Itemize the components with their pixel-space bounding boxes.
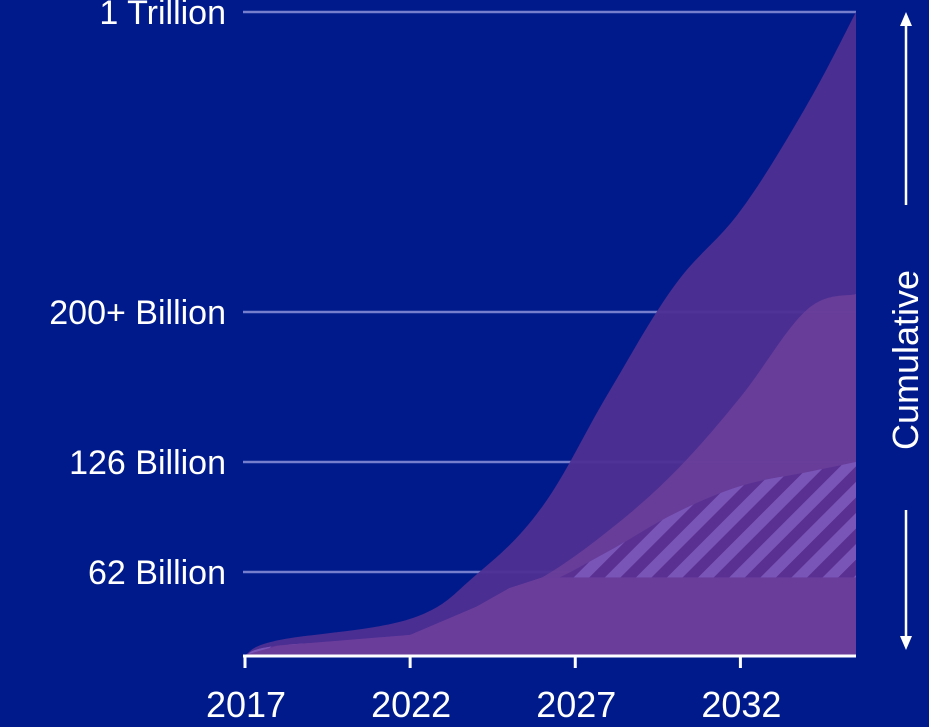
x-tick-label: 2017: [206, 684, 286, 725]
cumulative-arrow-head-down: [900, 636, 912, 650]
y-tick-label: 1 Trillion: [99, 0, 226, 32]
area-layer: [245, 12, 856, 655]
x-label-layer: 2017 2022 2027 2032: [206, 684, 781, 725]
y-tick-label: 126 Billion: [69, 444, 226, 482]
y-tick-label: 200+ Billion: [49, 294, 226, 332]
x-tick-label: 2022: [371, 684, 451, 725]
area-series-base: [245, 577, 856, 655]
x-tick-label: 2032: [701, 684, 781, 725]
cumulative-label: Cumulative: [885, 270, 926, 450]
x-tick-label: 2027: [536, 684, 616, 725]
y-label-layer: 62 Billion 126 Billion 200+ Billion 1 Trill…: [49, 0, 226, 592]
cumulative-arrow-head-up: [900, 12, 912, 26]
y-tick-label: 62 Billion: [88, 554, 226, 592]
axis-layer: [243, 654, 856, 668]
cumulative-indicator: Cumulative: [885, 12, 926, 650]
